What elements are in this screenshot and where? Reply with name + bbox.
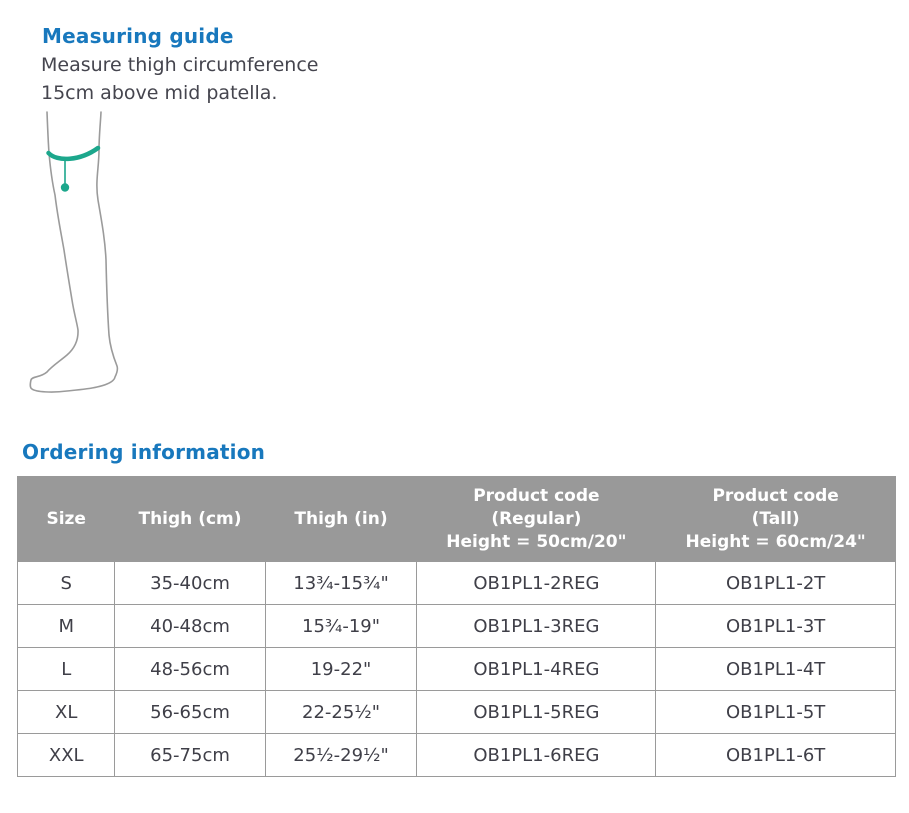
cell-thigh-in: 25½-29½" xyxy=(264,733,418,777)
cell-thigh-cm: 40-48cm xyxy=(114,604,266,648)
col-header-product-code-regular: Product code (Regular) Height = 50cm/20" xyxy=(416,476,657,562)
cell-thigh-cm: 65-75cm xyxy=(114,733,266,777)
cell-thigh-in: 19-22" xyxy=(264,647,418,691)
col-header-thigh-cm: Thigh (cm) xyxy=(114,476,266,562)
ordering-table-header: Size Thigh (cm) Thigh (in) Product code … xyxy=(16,476,896,562)
measuring-guide-text-line1: Measure thigh circumference xyxy=(41,54,319,76)
measuring-guide-heading: Measuring guide xyxy=(42,24,234,48)
cell-size: XXL xyxy=(16,733,116,777)
cell-size: XL xyxy=(16,690,116,734)
table-row-l: L 48-56cm 19-22" OB1PL1-4REG OB1PL1-4T xyxy=(16,647,896,691)
cell-thigh-in: 15¾-19" xyxy=(264,604,418,648)
cell-thigh-cm: 56-65cm xyxy=(114,690,266,734)
cell-code-tall: OB1PL1-6T xyxy=(655,733,896,777)
col-header-product-code-tall: Product code (Tall) Height = 60cm/24" xyxy=(655,476,896,562)
cell-thigh-cm: 48-56cm xyxy=(114,647,266,691)
leg-measurement-illustration xyxy=(29,111,119,393)
cell-thigh-in: 22-25½" xyxy=(264,690,418,734)
table-row-xxl: XXL 65-75cm 25½-29½" OB1PL1-6REG OB1PL1-… xyxy=(16,733,896,777)
table-row-xl: XL 56-65cm 22-25½" OB1PL1-5REG OB1PL1-5T xyxy=(16,690,896,734)
ordering-information-heading: Ordering information xyxy=(22,440,266,464)
cell-code-regular: OB1PL1-4REG xyxy=(416,647,657,691)
cell-code-tall: OB1PL1-2T xyxy=(655,561,896,605)
cell-thigh-in: 13¾-15¾" xyxy=(264,561,418,605)
ordering-table: Size Thigh (cm) Thigh (in) Product code … xyxy=(16,476,896,777)
cell-code-regular: OB1PL1-5REG xyxy=(416,690,657,734)
measuring-band xyxy=(46,145,101,162)
cell-size: M xyxy=(16,604,116,648)
table-row-s: S 35-40cm 13¾-15¾" OB1PL1-2REG OB1PL1-2T xyxy=(16,561,896,605)
cell-code-regular: OB1PL1-6REG xyxy=(416,733,657,777)
cell-code-regular: OB1PL1-2REG xyxy=(416,561,657,605)
leg-outline xyxy=(29,111,119,393)
table-row-m: M 40-48cm 15¾-19" OB1PL1-3REG OB1PL1-3T xyxy=(16,604,896,648)
cell-code-tall: OB1PL1-5T xyxy=(655,690,896,734)
cell-size: S xyxy=(16,561,116,605)
col-header-thigh-in: Thigh (in) xyxy=(264,476,418,562)
cell-code-tall: OB1PL1-4T xyxy=(655,647,896,691)
measure-point-dot xyxy=(60,183,70,192)
cell-code-regular: OB1PL1-3REG xyxy=(416,604,657,648)
cell-size: L xyxy=(16,647,116,691)
measuring-guide-text-line2: 15cm above mid patella. xyxy=(41,82,278,104)
col-header-size: Size xyxy=(16,476,116,562)
cell-thigh-cm: 35-40cm xyxy=(114,561,266,605)
cell-code-tall: OB1PL1-3T xyxy=(655,604,896,648)
